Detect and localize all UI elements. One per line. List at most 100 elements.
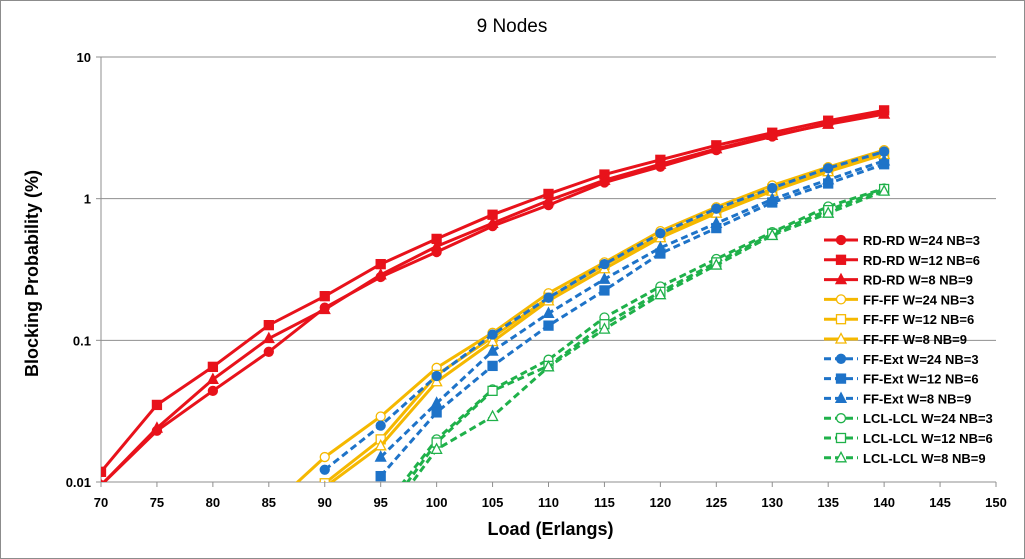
data-point	[486, 344, 499, 356]
data-point	[319, 464, 330, 475]
data-point	[375, 258, 386, 270]
data-point	[767, 182, 778, 194]
x-tick-label: 100	[426, 495, 448, 510]
legend-label: FF-FF W=8 NB=9	[863, 332, 967, 347]
series-6	[319, 146, 890, 475]
legend-label: RD-RD W=8 NB=9	[863, 273, 973, 288]
data-point	[598, 322, 611, 334]
data-point	[766, 192, 779, 204]
x-tick-label: 110	[538, 495, 559, 510]
data-point	[599, 285, 610, 296]
data-point	[655, 228, 666, 239]
data-point	[207, 385, 219, 396]
data-point	[374, 450, 387, 462]
data-point	[319, 451, 330, 463]
data-point	[486, 409, 499, 422]
series-8	[374, 153, 891, 462]
data-point	[822, 172, 835, 185]
x-tick-label: 85	[262, 495, 276, 510]
legend-marker	[834, 450, 848, 463]
series-line	[410, 189, 885, 482]
legend-label: FF-FF W=24 NB=3	[863, 292, 974, 307]
data-point	[710, 258, 723, 270]
data-point	[823, 163, 834, 174]
legend-marker	[835, 294, 847, 305]
data-point	[542, 193, 555, 206]
legend-marker	[835, 234, 847, 246]
data-point	[375, 420, 386, 431]
x-tick-label: 130	[761, 495, 783, 510]
legend-label: RD-RD W=12 NB=6	[863, 253, 980, 268]
data-point	[431, 370, 442, 382]
data-point	[318, 302, 331, 315]
legend-label: FF-Ext W=8 NB=9	[863, 391, 971, 406]
x-tick-label: 135	[817, 495, 839, 510]
legend-marker	[835, 314, 847, 325]
data-point	[543, 292, 554, 303]
data-point	[487, 385, 498, 396]
series-line	[405, 187, 885, 482]
x-tick-label: 75	[150, 495, 164, 510]
data-point	[430, 239, 443, 252]
data-point	[101, 478, 103, 482]
legend-item: LCL-LCL W=8 NB=9	[824, 451, 986, 466]
plot-area	[101, 105, 891, 482]
legend-marker	[835, 353, 847, 364]
legend-item: RD-RD W=12 NB=6	[824, 253, 980, 268]
x-tick-label: 80	[206, 495, 220, 510]
data-point	[598, 173, 611, 185]
data-point	[766, 228, 779, 241]
data-point	[374, 267, 387, 280]
legend-item: FF-FF W=12 NB=6	[824, 312, 974, 327]
legend-marker	[835, 413, 847, 424]
legend-item: FF-Ext W=24 NB=3	[824, 352, 979, 367]
data-point	[654, 240, 667, 253]
data-point	[822, 206, 835, 218]
series-line	[329, 153, 885, 482]
x-tick-label: 95	[373, 495, 387, 510]
legend-item: LCL-LCL W=12 NB=6	[824, 431, 993, 446]
series-line	[379, 162, 885, 478]
data-point	[822, 117, 835, 129]
series-line	[401, 187, 885, 482]
legend-marker	[835, 254, 847, 265]
series-7	[375, 159, 890, 482]
legend-marker	[834, 391, 848, 404]
x-tick-label: 90	[318, 495, 332, 510]
series-line	[323, 150, 885, 471]
x-tick-label: 120	[650, 495, 672, 510]
legend-label: LCL-LCL W=12 NB=6	[863, 431, 993, 446]
legend-item: FF-FF W=24 NB=3	[824, 292, 974, 307]
data-point	[598, 272, 611, 284]
legend-item: FF-Ext W=8 NB=9	[824, 391, 971, 406]
data-point	[766, 128, 779, 140]
legend-item: FF-Ext W=12 NB=6	[824, 372, 979, 387]
legend-label: RD-RD W=24 NB=3	[863, 233, 980, 248]
series-line	[102, 110, 885, 482]
data-point	[599, 258, 610, 270]
data-point	[323, 480, 326, 482]
legend-item: LCL-LCL W=24 NB=3	[824, 411, 993, 426]
data-point	[710, 216, 723, 228]
data-point	[375, 470, 386, 482]
data-point	[543, 320, 554, 331]
legend-marker	[834, 332, 848, 344]
series-10	[405, 183, 890, 482]
x-tick-label: 140	[873, 495, 895, 510]
data-point	[711, 203, 722, 214]
legend-item: RD-RD W=8 NB=9	[824, 273, 973, 288]
data-point	[150, 421, 164, 433]
data-point	[486, 216, 499, 228]
series-9	[401, 183, 890, 482]
x-tick-label: 125	[705, 495, 727, 510]
series-line	[295, 148, 885, 482]
y-tick-label: 1	[84, 192, 91, 207]
y-tick-label: 0.1	[73, 333, 91, 348]
data-point	[101, 466, 107, 477]
data-point	[542, 306, 555, 319]
data-point	[542, 359, 555, 372]
x-tick-label: 105	[482, 495, 504, 510]
y-tick-label: 0.01	[66, 475, 91, 490]
data-point	[710, 141, 723, 154]
